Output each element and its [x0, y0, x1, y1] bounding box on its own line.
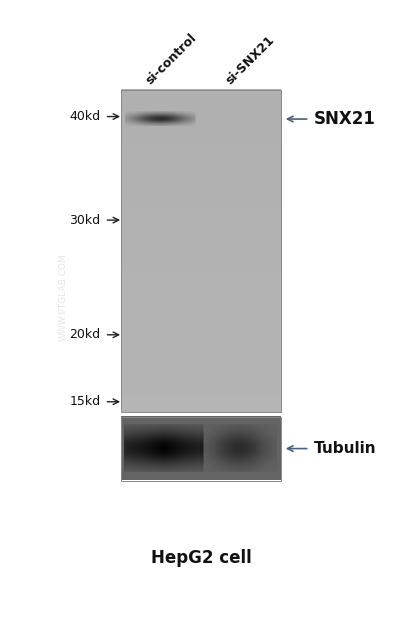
Bar — [121, 417, 280, 480]
Text: 40kd: 40kd — [69, 110, 100, 123]
Text: 20kd: 20kd — [69, 329, 100, 341]
Text: SNX21: SNX21 — [313, 110, 375, 128]
Text: 15kd: 15kd — [69, 396, 100, 408]
Text: HepG2 cell: HepG2 cell — [150, 549, 251, 567]
Text: 30kd: 30kd — [69, 214, 100, 226]
Text: si-control: si-control — [143, 31, 199, 87]
Bar — [121, 90, 280, 412]
Text: WWW.PTGLAB.COM: WWW.PTGLAB.COM — [59, 254, 68, 342]
Text: Tubulin: Tubulin — [313, 441, 375, 456]
Text: si-SNX21: si-SNX21 — [223, 33, 276, 87]
